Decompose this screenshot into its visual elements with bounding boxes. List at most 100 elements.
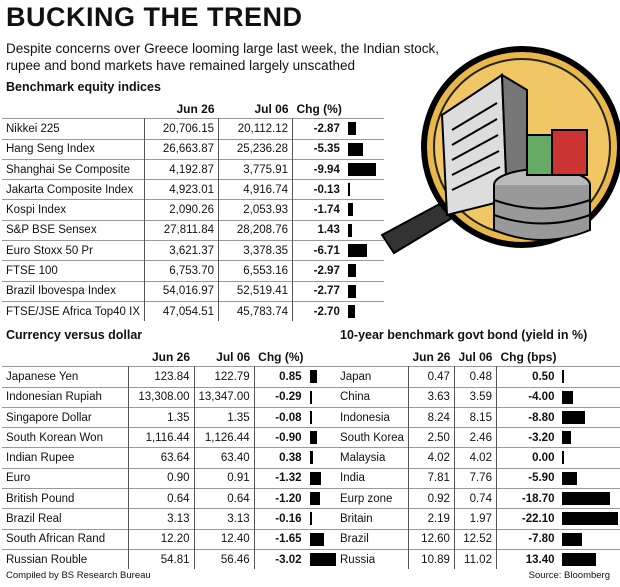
- page-title: BUCKING THE TREND: [6, 2, 303, 32]
- equity-chg-cell: -2.87: [313, 122, 340, 135]
- equity-jul06-cell: 2,053.93: [218, 199, 294, 221]
- equity-chg-cell: -1.74: [313, 204, 340, 217]
- currency-change-bar: [309, 431, 318, 445]
- currency-row: South African Rand 12.20 12.40 -1.65: [2, 529, 344, 550]
- currency-row: Singapore Dollar 1.35 1.35 -0.08: [2, 407, 344, 428]
- equity-chg-cell: -9.94: [313, 163, 340, 176]
- equity-row: Shanghai Se Composite 4,192.87 3,775.91 -9.…: [2, 159, 384, 180]
- bond-jun26-cell: 10.89: [408, 549, 455, 570]
- bond-jun26-cell: 12.60: [408, 529, 455, 550]
- equity-row: Nikkei 225 20,706.15 20,112.12 -2.87: [2, 118, 384, 140]
- bond-jul06-cell: 7.76: [454, 468, 497, 489]
- equity-row: Kospi Index 2,090.26 2,053.93 -1.74: [2, 199, 384, 221]
- equity-name-cell: Euro Stoxx 50 Pr: [2, 240, 146, 261]
- bond-name-cell: Britain: [336, 508, 409, 530]
- red-building-icon: [551, 129, 588, 176]
- bond-change-bar: [562, 451, 565, 465]
- equity-jul06-cell: 52,519.41: [218, 281, 294, 302]
- equity-jun26-cell: 47,054.51: [144, 301, 220, 322]
- footer-credit: Compiled by BS Research Bureau: [6, 570, 151, 581]
- bond-change-bar: [562, 552, 597, 566]
- currency-name-cell: Singapore Dollar: [2, 407, 129, 428]
- equity-row: Brazil Ibovespa Index 54,016.97 52,519.41 -…: [2, 281, 384, 302]
- currency-jul06-cell: 0.64: [194, 488, 255, 509]
- bond-name-cell: Brazil: [336, 529, 409, 550]
- currency-name-cell: South African Rand: [2, 529, 129, 550]
- equity-jun26-cell: 4,923.01: [144, 179, 220, 200]
- currency-row: Russian Rouble 54.81 56.46 -3.02: [2, 549, 344, 570]
- equity-change-bar: [347, 142, 363, 156]
- equity-jul06-cell: 20,112.12: [218, 118, 294, 140]
- currency-jul06-cell: 1,126.44: [194, 427, 255, 448]
- currency-chg-cell: -1.20: [275, 492, 302, 505]
- bond-chg-cell: -22.10: [521, 513, 555, 526]
- bond-jun26-cell: 8.24: [408, 407, 455, 428]
- equity-name-cell: Shanghai Se Composite: [2, 159, 146, 180]
- equity-row: FTSE 100 6,753.70 6,553.16 -2.97: [2, 260, 384, 282]
- equity-name-cell: Jakarta Composite Index: [2, 179, 146, 200]
- bond-row: Brazil 12.60 12.52 -7.80: [336, 529, 620, 550]
- tower-building-icon: [440, 73, 528, 217]
- currency-row: Japanese Yen 123.84 122.79 0.85: [2, 366, 344, 388]
- equity-chg-cell: -2.70: [313, 305, 340, 318]
- bond-jul06-cell: 8.15: [454, 407, 497, 428]
- bond-row: Japan 0.47 0.48 0.50: [336, 366, 620, 388]
- bond-row: Russia 10.89 11.02 13.40: [336, 549, 620, 570]
- equity-chg-cell: -2.77: [313, 285, 340, 298]
- bond-jul06-cell: 11.02: [454, 549, 497, 570]
- currency-jul06-cell: 13,347.00: [194, 387, 255, 408]
- equity-chg-cell: -5.35: [313, 143, 340, 156]
- equity-row: Euro Stoxx 50 Pr 3,621.37 3,378.35 -6.71: [2, 240, 384, 261]
- equity-jul06-cell: 45,783.74: [218, 301, 294, 322]
- bond-row: Indonesia 8.24 8.15 -8.80: [336, 407, 620, 428]
- equity-change-bar: [347, 183, 350, 197]
- bond-row: Eurp zone 0.92 0.74 -18.70: [336, 488, 620, 509]
- bond-jul06-cell: 3.59: [454, 387, 497, 408]
- bond-chg-cell: -5.90: [528, 472, 555, 485]
- equity-jul06-cell: 3,775.91: [218, 159, 294, 180]
- currency-row: British Pound 0.64 0.64 -1.20: [2, 488, 344, 509]
- bond-change-bar: [562, 532, 583, 546]
- equity-jun26-cell: 26,663.87: [144, 139, 220, 160]
- currency-chg-cell: 0.38: [279, 452, 302, 465]
- bond-row: India 7.81 7.76 -5.90: [336, 468, 620, 489]
- currency-jul06-cell: 122.79: [194, 366, 255, 388]
- currency-jun26-cell: 123.84: [128, 366, 195, 388]
- equity-jul06-cell: 3,378.35: [218, 240, 294, 261]
- currency-name-cell: Brazil Real: [2, 508, 129, 530]
- currency-jun26-cell: 0.90: [128, 468, 195, 489]
- bond-change-bar: [562, 492, 610, 506]
- bond-name-cell: Indonesia: [336, 407, 409, 428]
- currency-change-bar: [309, 370, 317, 384]
- equity-change-bar: [347, 244, 367, 258]
- bond-name-cell: India: [336, 468, 409, 489]
- bond-chg-cell: 13.40: [525, 553, 555, 566]
- currency-table: Jun 26 Jul 06 Chg (%) Japanese Yen 123.84…: [2, 347, 344, 570]
- subtitle: Despite concerns over Greece looming lar…: [6, 41, 439, 73]
- bond-name-cell: Russia: [336, 549, 409, 570]
- bond-change-bar: [562, 512, 619, 526]
- currency-change-bar: [309, 410, 312, 424]
- currency-jun26-cell: 3.13: [128, 508, 195, 530]
- equity-row: Hang Seng Index 26,663.87 25,236.28 -5.35: [2, 139, 384, 160]
- currency-name-cell: British Pound: [2, 488, 129, 509]
- currency-name-cell: Japanese Yen: [2, 366, 129, 388]
- equity-chg-cell: -0.13: [313, 183, 340, 196]
- bond-table: Jun 26 Jul 06 Chg (bps) Japan 0.47 0.48 0.5…: [336, 347, 620, 570]
- round-building-icon: [493, 168, 591, 241]
- currency-name-cell: Indian Rupee: [2, 447, 129, 469]
- bond-chg-cell: -4.00: [528, 391, 555, 404]
- bond-jun26-cell: 7.81: [408, 468, 455, 489]
- currency-row: Brazil Real 3.13 3.13 -0.16: [2, 508, 344, 530]
- bond-jul06-cell: 0.74: [454, 488, 497, 509]
- currency-jun26-cell: 1.35: [128, 407, 195, 428]
- currency-change-bar: [309, 390, 312, 404]
- equity-row: S&P BSE Sensex 27,811.84 28,208.76 1.43: [2, 220, 384, 241]
- bond-chg-cell: -3.20: [528, 431, 555, 444]
- bond-row: China 3.63 3.59 -4.00: [336, 387, 620, 408]
- currency-jul06-cell: 3.13: [194, 508, 255, 530]
- equity-chg-cell: -6.71: [313, 244, 340, 257]
- currency-jun26-cell: 13,308.00: [128, 387, 195, 408]
- bond-change-bar: [562, 410, 585, 424]
- currency-name-cell: Euro: [2, 468, 129, 489]
